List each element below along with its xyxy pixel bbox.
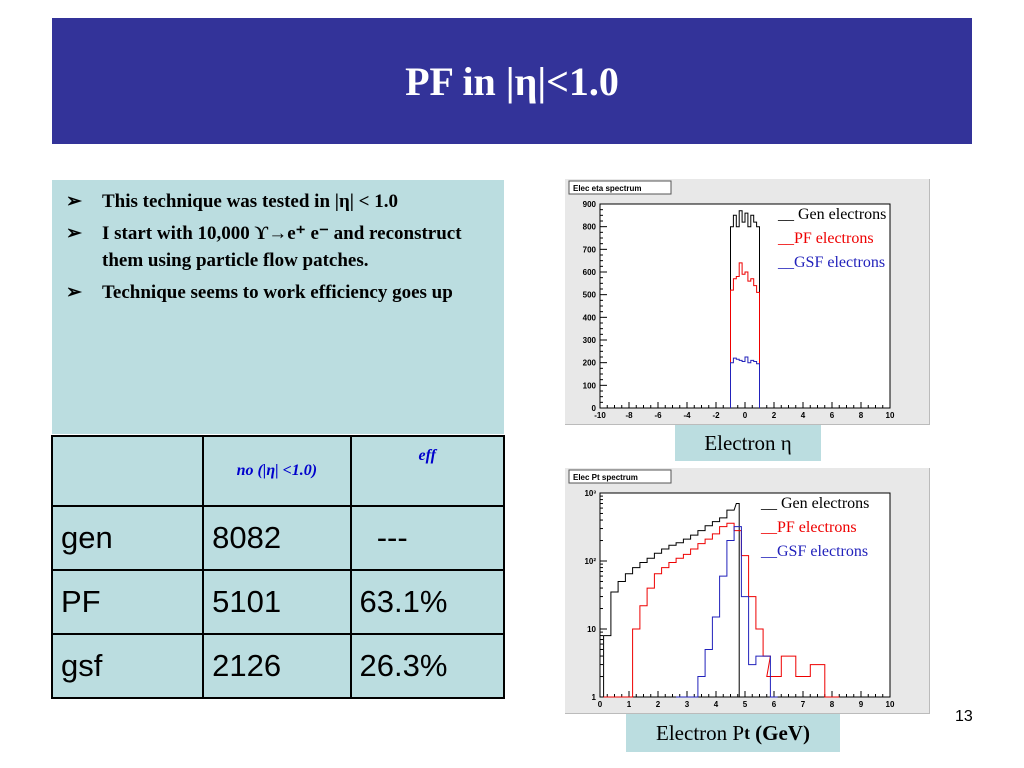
- y-tick-label: 500: [583, 291, 597, 300]
- y-tick-label: 0: [592, 404, 597, 413]
- arrow-bullet-icon: ➢: [66, 282, 82, 303]
- legend-gsf: __GSF electrons: [761, 543, 869, 560]
- x-tick-label: -2: [712, 411, 720, 420]
- x-tick-label: -10: [594, 411, 606, 420]
- legend-gen: __ Gen electrons: [778, 206, 887, 223]
- eta-caption: Electron η: [675, 425, 821, 461]
- chart-title-box: [568, 469, 672, 484]
- arrow-bullet-icon: ➢: [66, 223, 82, 244]
- page-number: 13: [955, 708, 973, 725]
- x-tick-label: 1: [627, 700, 632, 709]
- y-tick-label: 600: [583, 268, 597, 277]
- table-cell: gen: [50, 505, 205, 571]
- table-cell: 26.3%: [349, 633, 505, 699]
- y-tick-label: 100: [583, 381, 597, 390]
- x-tick-label: 3: [685, 700, 690, 709]
- x-tick-label: 8: [859, 411, 864, 420]
- title-bar: PF in |η|<1.0: [52, 18, 972, 144]
- series-gen-electrons: [730, 210, 760, 408]
- pt-spectrum-plot: Elec Pt spectrum 0 1 2 3 4 5 6 7 8 9 10 1 10 10² 10³ __…: [565, 468, 930, 714]
- x-tick-label: 10: [886, 411, 895, 420]
- table-header-cell: [50, 435, 205, 507]
- y-tick-label: 700: [583, 245, 597, 254]
- series-pf-electrons: [603, 522, 840, 698]
- y-tick-label: 900: [583, 200, 597, 209]
- y-tick-label: 10²: [584, 557, 596, 566]
- series-gsf-electrons: [676, 526, 778, 698]
- series-pf-electrons: [730, 262, 760, 408]
- bullet-text: Technique seems to work efficiency goes …: [102, 282, 453, 303]
- table-row: gsf 2126 26.3%: [50, 633, 505, 699]
- x-tick-label: 4: [714, 700, 719, 709]
- y-tick-label: 200: [583, 359, 597, 368]
- eta-caption-text: Electron η: [704, 430, 792, 455]
- arrow-bullet-icon: ➢: [66, 191, 82, 212]
- x-tick-label: 9: [859, 700, 864, 709]
- results-table: no (|η| <1.0) eff gen 8082 --- PF 5101 6…: [50, 435, 505, 699]
- eta-legend: __ Gen electrons __PF electrons __GSF el…: [778, 203, 886, 275]
- x-tick-label: 7: [801, 700, 806, 709]
- table-cell: ---: [349, 505, 505, 571]
- chart-title: Elec Pt spectrum: [573, 473, 638, 482]
- x-tick-label: -8: [625, 411, 633, 420]
- x-tick-label: 10: [886, 700, 895, 709]
- y-tick-label: 1: [592, 693, 597, 702]
- y-tick-label: 10: [587, 625, 596, 634]
- pt-caption-main: Electron P: [656, 720, 745, 745]
- x-tick-label: -6: [654, 411, 662, 420]
- table-header-cell: eff: [349, 435, 505, 507]
- table-cell: 5101: [202, 569, 352, 635]
- bullet-item: ➢ Technique seems to work efficiency goe…: [62, 279, 494, 306]
- bullet-text: I start with 10,000 ϒ→e⁺ e⁻ and reconstr…: [102, 223, 462, 271]
- eta-spectrum-plot: Elec eta spectrum -10 -8 -6 -4 -2 0 2 4 6 8 10 0 100 2…: [565, 179, 930, 425]
- x-tick-label: 5: [743, 700, 748, 709]
- pt-caption-unit: (GeV): [755, 720, 810, 745]
- legend-gsf: __GSF electrons: [778, 254, 886, 271]
- x-tick-label: 2: [772, 411, 777, 420]
- table-cell: PF: [50, 569, 205, 635]
- x-tick-label: 0: [598, 700, 603, 709]
- plot-frame: [599, 492, 891, 698]
- pt-legend: __ Gen electrons __PF electrons __GSF el…: [761, 492, 869, 564]
- bullet-item: ➢ This technique was tested in |η| < 1.0: [62, 188, 494, 215]
- table-cell: 63.1%: [349, 569, 505, 635]
- bullet-item: ➢ I start with 10,000 ϒ→e⁺ e⁻ and recons…: [62, 220, 494, 274]
- chart-title: Elec eta spectrum: [573, 184, 641, 193]
- legend-gen: __ Gen electrons: [761, 495, 870, 512]
- x-tick-label: 4: [801, 411, 806, 420]
- y-tick-label: 400: [583, 313, 597, 322]
- y-tick-label: 800: [583, 223, 597, 232]
- slide-title: PF in |η|<1.0: [405, 58, 619, 104]
- chart-title-box: [568, 180, 672, 195]
- x-tick-label: 6: [772, 700, 777, 709]
- eta-spectrum-chart: Elec eta spectrum-10 -8 -6 -4 -2 0 2 4 6 8 1001002…: [568, 180, 895, 420]
- y-tick-label: 300: [583, 336, 597, 345]
- x-tick-label: -4: [683, 411, 691, 420]
- x-tick-label: 0: [743, 411, 748, 420]
- legend-pf: __PF electrons: [761, 519, 857, 536]
- table-row: PF 5101 63.1%: [50, 569, 505, 635]
- bullet-box: ➢ This technique was tested in |η| < 1.0…: [52, 180, 504, 434]
- series-gen-electrons: [603, 503, 743, 698]
- y-tick-label: 10³: [584, 489, 596, 498]
- table-row: gen 8082 ---: [50, 505, 505, 571]
- legend-pf: __PF electrons: [778, 230, 874, 247]
- plot-frame: [599, 203, 891, 409]
- bullet-text: This technique was tested in |η| < 1.0: [102, 191, 399, 212]
- x-tick-label: 8: [830, 700, 835, 709]
- table-cell: 8082: [202, 505, 352, 571]
- table-cell: 2126: [202, 633, 352, 699]
- pt-caption-sub: t: [744, 722, 750, 743]
- table-header-cell: no (|η| <1.0): [202, 435, 352, 507]
- x-tick-label: 6: [830, 411, 835, 420]
- series-gsf-electrons: [730, 356, 760, 408]
- table-cell: gsf: [50, 633, 205, 699]
- x-tick-label: 2: [656, 700, 661, 709]
- table-header-row: no (|η| <1.0) eff: [50, 435, 505, 507]
